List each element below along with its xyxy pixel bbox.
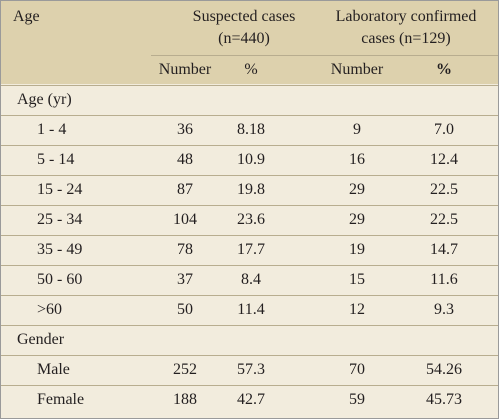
subheader-confirmed-number: Number xyxy=(330,61,384,78)
suspected-cases-n: (n=440) xyxy=(218,30,270,47)
suspected-number-cell: 104 xyxy=(173,211,197,228)
confirmed-number-cell: 29 xyxy=(349,181,365,198)
row-divider xyxy=(1,175,498,176)
suspected-percent-cell: 19.8 xyxy=(237,181,265,198)
suspected-number-cell: 37 xyxy=(177,271,193,288)
row-divider xyxy=(1,85,498,86)
confirmed-number-cell: 9 xyxy=(353,121,361,138)
row-label: 50 - 60 xyxy=(37,271,83,288)
row-divider xyxy=(1,265,498,266)
row-label: Male xyxy=(37,361,70,378)
confirmed-percent-cell: 54.26 xyxy=(426,361,462,378)
suspected-number-cell: 36 xyxy=(177,121,193,138)
confirmed-cases-header: Laboratory confirmed xyxy=(335,8,477,25)
confirmed-number-cell: 59 xyxy=(349,391,365,408)
suspected-percent-cell: 23.6 xyxy=(237,211,265,228)
suspected-cases-header: Suspected cases xyxy=(192,8,296,25)
suspected-percent-cell: 17.7 xyxy=(237,241,265,258)
row-divider xyxy=(1,385,498,386)
confirmed-percent-cell: 22.5 xyxy=(430,211,458,228)
row-divider xyxy=(1,235,498,236)
age-column-header: Age xyxy=(13,8,40,25)
confirmed-number-cell: 70 xyxy=(349,361,365,378)
suspected-percent-cell: 42.7 xyxy=(237,391,265,408)
row-label: 35 - 49 xyxy=(37,241,83,258)
suspected-percent-cell: 8.4 xyxy=(241,271,261,288)
subheader-suspected-number: Number xyxy=(158,61,212,78)
row-label: 1 - 4 xyxy=(37,121,67,138)
suspected-percent-cell: 10.9 xyxy=(237,151,265,168)
suspected-number-cell: 188 xyxy=(173,391,197,408)
section-label: Gender xyxy=(17,331,65,348)
suspected-number-cell: 48 xyxy=(177,151,193,168)
confirmed-cases-n: cases (n=129) xyxy=(361,30,451,47)
subheader-suspected-percent: % xyxy=(244,61,258,78)
row-divider xyxy=(1,115,498,116)
header-divider xyxy=(151,55,498,56)
table-header xyxy=(1,1,498,84)
row-divider xyxy=(1,205,498,206)
confirmed-number-cell: 29 xyxy=(349,211,365,228)
confirmed-number-cell: 15 xyxy=(349,271,365,288)
confirmed-percent-cell: 9.3 xyxy=(434,301,454,318)
suspected-number-cell: 87 xyxy=(177,181,193,198)
suspected-percent-cell: 11.4 xyxy=(237,301,265,318)
row-divider xyxy=(1,355,498,356)
row-divider xyxy=(1,145,498,146)
row-label: 5 - 14 xyxy=(37,151,75,168)
confirmed-number-cell: 16 xyxy=(349,151,365,168)
confirmed-number-cell: 12 xyxy=(349,301,365,318)
row-label: 25 - 34 xyxy=(37,211,83,228)
confirmed-percent-cell: 45.73 xyxy=(426,391,462,408)
confirmed-percent-cell: 7.0 xyxy=(434,121,454,138)
suspected-percent-cell: 8.18 xyxy=(237,121,265,138)
confirmed-percent-cell: 14.7 xyxy=(430,241,458,258)
confirmed-percent-cell: 11.6 xyxy=(430,271,458,288)
row-label: Female xyxy=(37,391,85,408)
row-divider xyxy=(1,325,498,326)
section-label: Age (yr) xyxy=(17,91,72,108)
row-label: >60 xyxy=(37,301,63,318)
confirmed-number-cell: 19 xyxy=(349,241,365,258)
confirmed-percent-cell: 12.4 xyxy=(430,151,458,168)
suspected-percent-cell: 57.3 xyxy=(237,361,265,378)
suspected-number-cell: 252 xyxy=(173,361,197,378)
subheader-confirmed-percent: % xyxy=(436,61,452,78)
row-label: 15 - 24 xyxy=(37,181,83,198)
confirmed-percent-cell: 22.5 xyxy=(430,181,458,198)
suspected-number-cell: 50 xyxy=(177,301,193,318)
row-divider xyxy=(1,295,498,296)
suspected-number-cell: 78 xyxy=(177,241,193,258)
